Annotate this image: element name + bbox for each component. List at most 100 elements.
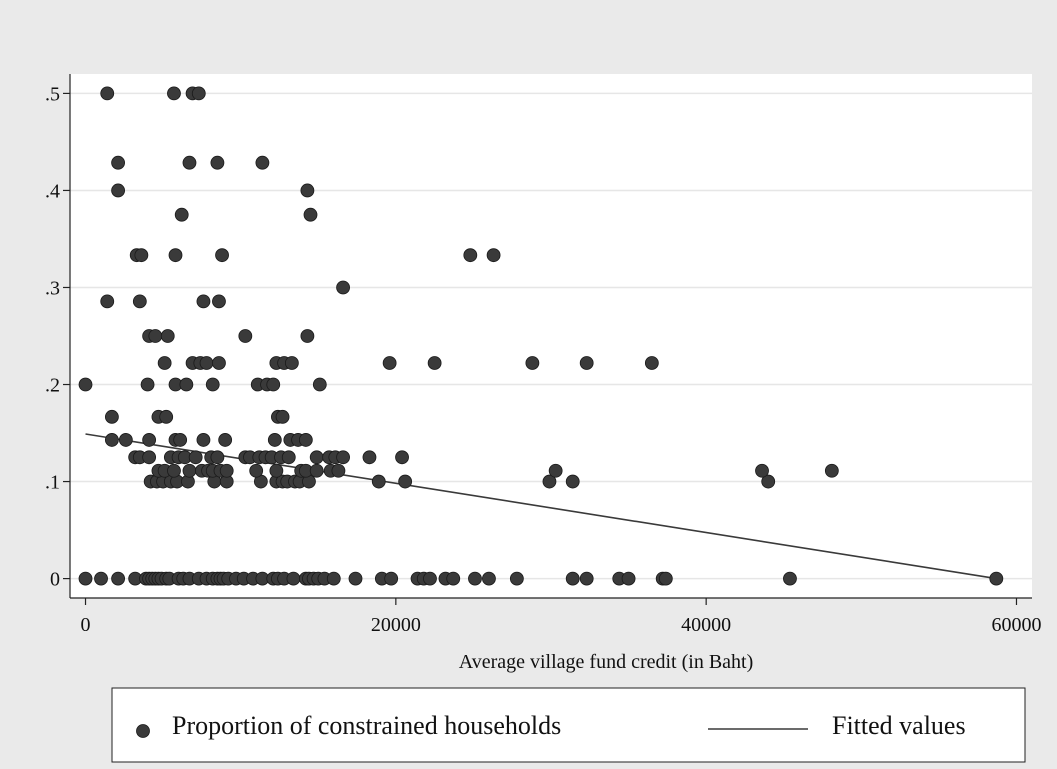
scatter-point — [303, 207, 318, 222]
scatter-point — [100, 86, 115, 101]
scatter-point — [579, 571, 594, 586]
scatter-point — [212, 356, 226, 370]
scatter-point — [398, 474, 413, 489]
scatter-point — [300, 329, 315, 343]
scatter-point — [219, 463, 234, 478]
scatter-point — [168, 248, 183, 263]
scatter-point — [395, 450, 409, 465]
y-tick-label: .5 — [45, 83, 60, 105]
legend-label-fitted: Fitted values — [832, 711, 966, 740]
scatter-point — [104, 409, 119, 424]
scatter-point — [312, 377, 327, 392]
scatter-point — [212, 294, 226, 309]
scatter-point — [104, 433, 119, 447]
scatter-point — [94, 571, 108, 586]
scatter-point — [173, 433, 188, 447]
scatter-point — [755, 463, 769, 478]
scatter-point — [336, 280, 350, 295]
scatter-point — [218, 433, 233, 447]
scatter-point — [182, 155, 197, 170]
scatter-point — [188, 450, 203, 465]
scatter-point — [326, 571, 341, 586]
scatter-point — [362, 450, 377, 465]
scatter-point — [336, 450, 350, 465]
scatter-point — [132, 294, 147, 309]
scatter-point — [542, 474, 557, 489]
fitted-line-layer — [85, 433, 997, 580]
scatter-point — [167, 86, 181, 101]
scatter-point — [509, 571, 524, 586]
scatter-point — [148, 329, 163, 343]
x-tick-label: 20000 — [371, 614, 421, 636]
scatter-point — [783, 571, 797, 586]
scatter-point — [621, 571, 636, 586]
scatter-point — [269, 463, 284, 478]
scatter-point — [565, 571, 580, 586]
scatter-point — [205, 377, 220, 392]
scatter-point — [118, 433, 133, 447]
scatter-point — [255, 155, 270, 170]
scatter-point — [463, 248, 478, 263]
scatter-point — [134, 248, 149, 263]
x-axis-title: Average village fund credit (in Baht) — [459, 651, 754, 673]
scatter-point — [446, 571, 461, 586]
scatter-point — [300, 183, 315, 198]
scatter-point — [238, 329, 253, 343]
plot-area — [70, 74, 1032, 598]
scatter-point — [286, 571, 301, 586]
legend-box — [111, 687, 1026, 763]
legend-marker-icon — [136, 724, 150, 738]
scatter-point — [275, 409, 290, 424]
scatter-point — [331, 463, 346, 478]
scatter-point — [182, 463, 197, 478]
y-tick-label: .3 — [45, 277, 60, 299]
scatter-point — [157, 356, 172, 370]
scatter-point — [167, 463, 181, 478]
scatter-point — [371, 474, 386, 489]
scatter-point — [658, 571, 673, 586]
scatter-point — [210, 450, 225, 465]
scatter-point — [215, 248, 229, 263]
scatter-point — [548, 463, 563, 478]
y-tick-label: 0 — [50, 569, 60, 591]
scatter-point — [160, 329, 175, 343]
scatter-point — [989, 571, 1004, 586]
scatter-point — [348, 571, 363, 586]
y-tick-label: .4 — [45, 180, 60, 202]
y-tick-label: .2 — [45, 375, 60, 397]
scatter-point — [249, 463, 264, 478]
scatter-point — [199, 356, 214, 370]
scatter-point — [78, 377, 93, 392]
scatter-point — [142, 450, 157, 465]
scatter-point — [174, 207, 189, 222]
scatter-point — [179, 377, 194, 392]
scatter-point — [100, 294, 115, 309]
axes — [69, 74, 1032, 599]
scatter-point — [210, 155, 225, 170]
scatter-point — [482, 571, 496, 586]
scatter-point — [191, 86, 206, 101]
scatter-point — [468, 571, 482, 586]
scatter-point — [486, 248, 501, 263]
scatter-point — [824, 463, 839, 478]
scatter-point — [142, 433, 157, 447]
scatter-point — [111, 571, 125, 586]
ticks: 0 .1 .2 .3 .4 .5 0 20000 40000 60000 — [45, 83, 1041, 636]
scatter-point — [140, 377, 155, 392]
scatter-point — [525, 356, 540, 370]
scatter-point — [565, 474, 580, 489]
scatter-point — [284, 356, 299, 370]
scatter-point — [196, 294, 211, 309]
x-tick-label: 40000 — [681, 614, 731, 636]
scatter-point — [427, 356, 442, 370]
scatter-point — [384, 571, 399, 586]
scatter-point — [423, 571, 437, 586]
y-tick-label: .1 — [45, 472, 60, 494]
scatter-point — [267, 433, 282, 447]
x-tick-label: 0 — [81, 614, 91, 636]
scatter-point — [644, 356, 659, 370]
legend-label-scatter: Proportion of constrained households — [172, 711, 561, 740]
scatter-point — [309, 450, 324, 465]
scatter-point — [111, 183, 125, 198]
